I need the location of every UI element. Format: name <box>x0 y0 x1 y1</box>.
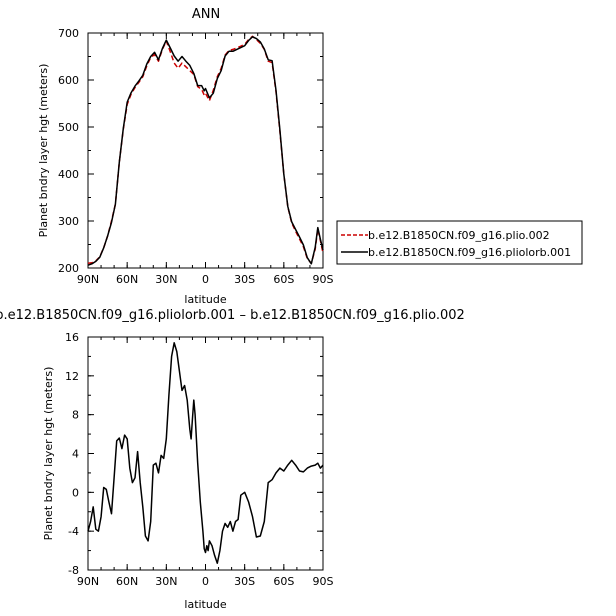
legend-box <box>336 220 583 265</box>
y-axis-label: Planet bndry layer hgt (meters) <box>37 64 50 238</box>
y-tick-label: 300 <box>58 215 79 228</box>
y-tick-label: 400 <box>58 168 79 181</box>
x-tick-label: 30S <box>234 273 255 286</box>
x-tick-label: 90S <box>313 273 334 286</box>
x-tick-label: 0 <box>202 273 209 286</box>
chart-panel-1: ANN 90N 60N 30N 0 30S 60S 90S 200 300 400 500 600 700… <box>37 7 583 306</box>
chart-title: ANN <box>192 7 220 22</box>
legend: b.e12.B1850CN.f09_g16.plio.002 b.e12.B185… <box>336 220 583 265</box>
x-tick-label: 60S <box>273 575 294 588</box>
x-tick-label: 90S <box>313 575 334 588</box>
y-tick-label: 700 <box>58 27 79 40</box>
plot-frame <box>87 336 324 571</box>
series-line-2 <box>87 36 324 266</box>
y-tick-label: -4 <box>68 525 79 538</box>
x-tick-label: 30N <box>155 273 177 286</box>
x-tick-label: 90N <box>77 575 99 588</box>
y-tick-label: 0 <box>72 486 79 499</box>
y-tick-label: 12 <box>65 370 79 383</box>
y-axis-label: Planet bndry layer hgt (meters) <box>42 367 55 541</box>
y-tick-label: 500 <box>58 121 79 134</box>
x-tick-label: 60N <box>116 273 138 286</box>
x-tick-label: 90N <box>77 273 99 286</box>
y-tick-label: 8 <box>72 409 79 422</box>
y-tick-label: 4 <box>72 448 79 461</box>
x-axis-label: latitude <box>184 293 226 306</box>
series-line-1 <box>87 342 324 564</box>
y-tick-label: 600 <box>58 74 79 87</box>
chart-panel-2: b.e12.B1850CN.f09_g16.pliolorb.001 – b.e… <box>0 308 465 611</box>
x-tick-label: 30N <box>155 575 177 588</box>
x-tick-label: 60S <box>273 273 294 286</box>
y-tick-label: 200 <box>58 262 79 275</box>
legend-label: b.e12.B1850CN.f09_g16.plio.002 <box>368 229 550 242</box>
x-tick-label: 60N <box>116 575 138 588</box>
series-line-1 <box>87 35 324 265</box>
y-tick-label: 16 <box>65 331 79 344</box>
chart-title: b.e12.B1850CN.f09_g16.pliolorb.001 – b.e… <box>0 308 465 323</box>
x-tick-label: 30S <box>234 575 255 588</box>
x-tick-label: 0 <box>202 575 209 588</box>
legend-label: b.e12.B1850CN.f09_g16.pliolorb.001 <box>368 246 571 259</box>
x-axis-label: latitude <box>184 598 226 611</box>
y-tick-label: -8 <box>68 564 79 577</box>
plot-frame <box>87 32 324 269</box>
